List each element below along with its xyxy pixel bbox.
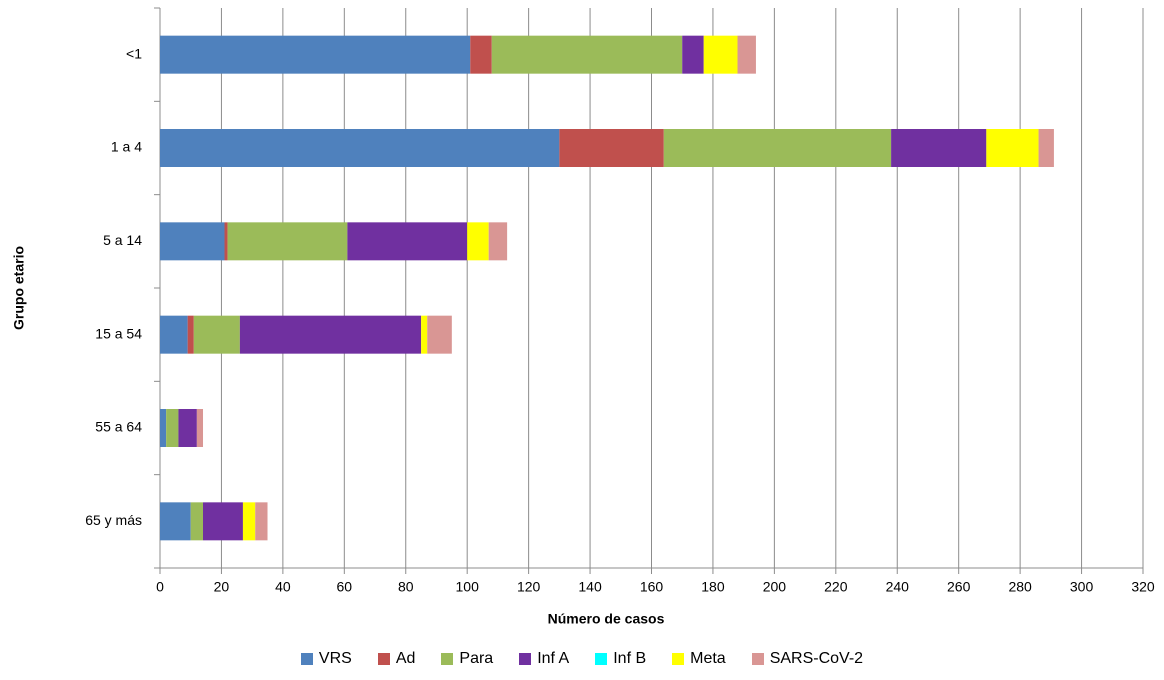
- legend-item: Ad: [377, 650, 416, 668]
- x-tick-label: 100: [456, 579, 480, 595]
- bar-segment: [891, 129, 987, 167]
- bar-segment: [160, 502, 191, 541]
- bar-segment: [239, 315, 422, 354]
- bar-segment: [242, 502, 256, 541]
- x-tick-label: 140: [578, 579, 602, 595]
- bar-segment: [682, 35, 704, 74]
- legend-label: Meta: [690, 650, 726, 667]
- legend-item: SARS-CoV-2: [751, 650, 864, 668]
- legend-label: SARS-CoV-2: [769, 650, 864, 667]
- x-tick-label: 120: [517, 579, 541, 595]
- bar-segment: [488, 222, 508, 261]
- bar-segment: [160, 129, 560, 167]
- y-tick-label: 15 a 54: [95, 325, 142, 341]
- bar-segment: [467, 222, 489, 261]
- y-tick-label: 65 y más: [85, 512, 142, 528]
- legend-swatch: [377, 653, 390, 665]
- x-tick-label: 200: [763, 579, 787, 595]
- chart: Número de casos Grupo etario 0 20 40 60 80 10…: [11, 7, 1155, 627]
- legend-swatch: [751, 653, 764, 665]
- legend-swatch: [595, 653, 608, 665]
- legend: VRS Ad Para Inf A Inf B Meta SARS-CoV-2: [0, 650, 1164, 668]
- bar-segment: [160, 35, 471, 74]
- x-tick-label: 40: [275, 579, 291, 595]
- bar-segment: [559, 129, 664, 167]
- x-tick-label: 260: [947, 579, 971, 595]
- x-tick-label: 80: [398, 579, 414, 595]
- legend-item: Para: [441, 650, 493, 668]
- bar-segment: [421, 315, 428, 354]
- legend-swatch: [672, 653, 685, 665]
- bar-segment: [986, 129, 1039, 167]
- bar-segment: [663, 129, 892, 167]
- legend-item: Inf A: [519, 650, 569, 668]
- y-tick-label: 1 a 4: [111, 139, 142, 155]
- bar-segment: [193, 315, 240, 354]
- legend-swatch: [519, 653, 532, 665]
- x-tick-label: 240: [886, 579, 910, 595]
- bar-segment: [203, 502, 243, 541]
- bar-segment: [160, 315, 188, 354]
- x-tick-label: 20: [214, 579, 230, 595]
- bar-segment: [196, 409, 204, 447]
- bar-segment: [227, 222, 348, 261]
- bar-segment: [224, 222, 228, 261]
- x-axis-label: Número de casos: [548, 611, 665, 627]
- x-tick-label: 320: [1131, 579, 1155, 595]
- x-tick-label: 60: [337, 579, 353, 595]
- bar-segment: [160, 409, 167, 447]
- x-tick-label: 180: [701, 579, 725, 595]
- legend-swatch: [441, 653, 454, 665]
- y-tick-label: 5 a 14: [103, 232, 142, 248]
- bar-segment: [427, 315, 452, 354]
- bar-segment: [187, 315, 194, 354]
- legend-label: Para: [459, 650, 494, 667]
- legend-item: VRS: [300, 650, 352, 668]
- bar-segment: [703, 35, 738, 74]
- legend-item: Inf B: [595, 650, 646, 668]
- legend-swatch: [300, 653, 313, 665]
- bar-segment: [160, 222, 225, 261]
- legend-label: Inf B: [613, 650, 647, 667]
- y-axis-label: Grupo etario: [11, 246, 27, 330]
- bar-segment: [178, 409, 197, 447]
- bar-segment: [1038, 129, 1054, 167]
- bar-segment: [737, 35, 756, 74]
- legend-label: VRS: [318, 650, 352, 667]
- legend-item: Meta: [672, 650, 726, 668]
- x-tick-label: 160: [640, 579, 664, 595]
- y-tick-label: 55 a 64: [95, 419, 142, 435]
- bar-segment: [347, 222, 468, 261]
- x-tick-label: 0: [156, 579, 164, 595]
- x-tick-label: 280: [1008, 579, 1032, 595]
- x-tick-label: 300: [1070, 579, 1094, 595]
- legend-label: Inf A: [537, 650, 570, 667]
- bar-segment: [166, 409, 179, 447]
- bar-segment: [470, 35, 492, 74]
- bar-segment: [255, 502, 268, 541]
- y-tick-label: <1: [126, 45, 142, 61]
- x-tick-label: 220: [824, 579, 848, 595]
- legend-label: Ad: [395, 650, 416, 667]
- bar-segment: [491, 35, 683, 74]
- bar-segment: [190, 502, 204, 541]
